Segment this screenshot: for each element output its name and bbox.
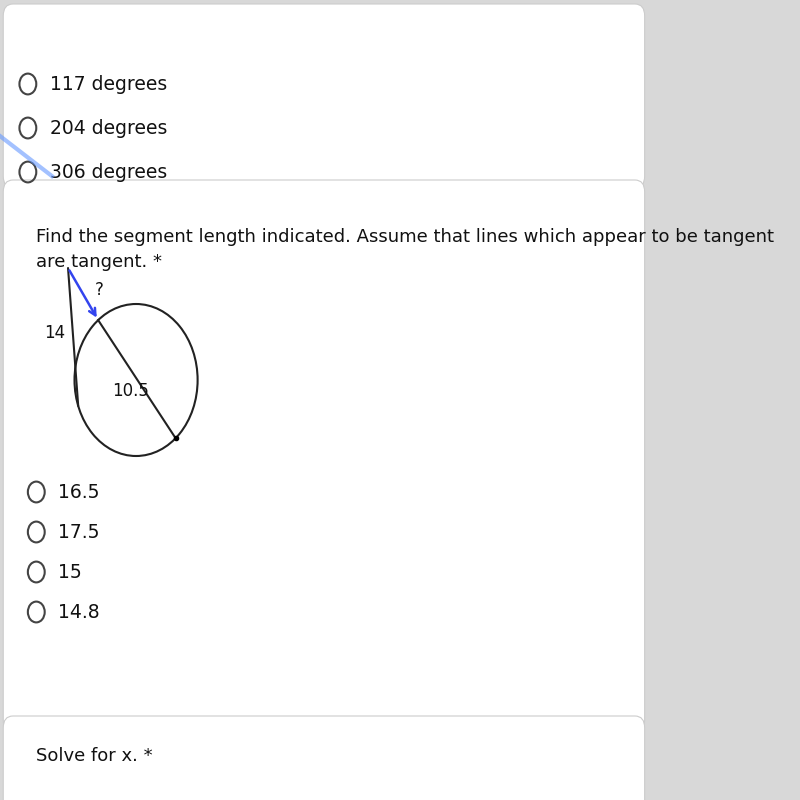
FancyBboxPatch shape bbox=[3, 716, 645, 800]
Text: 10.5: 10.5 bbox=[112, 382, 149, 400]
Text: 204 degrees: 204 degrees bbox=[50, 118, 167, 138]
Text: 14: 14 bbox=[45, 324, 66, 342]
Text: 14.8: 14.8 bbox=[58, 602, 100, 622]
Text: Find the segment length indicated. Assume that lines which appear to be tangent
: Find the segment length indicated. Assum… bbox=[36, 228, 774, 271]
Text: 16.5: 16.5 bbox=[58, 482, 100, 502]
Text: 15: 15 bbox=[58, 562, 82, 582]
Text: Solve for x. *: Solve for x. * bbox=[36, 747, 152, 765]
Text: 306 degrees: 306 degrees bbox=[50, 162, 167, 182]
FancyBboxPatch shape bbox=[3, 4, 645, 188]
Text: 17.5: 17.5 bbox=[58, 522, 100, 542]
Text: 117 degrees: 117 degrees bbox=[50, 74, 167, 94]
Text: ?: ? bbox=[94, 281, 104, 299]
FancyBboxPatch shape bbox=[3, 180, 645, 732]
